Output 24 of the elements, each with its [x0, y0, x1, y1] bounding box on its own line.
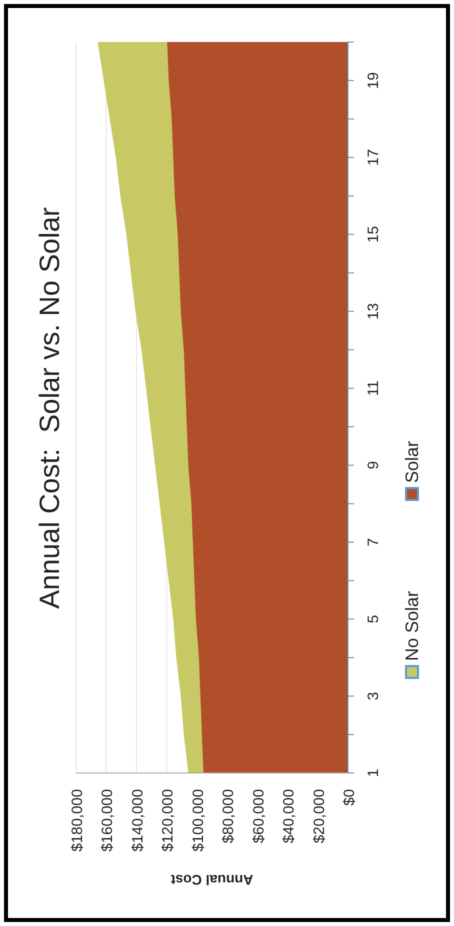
y-tick-label: 5 — [365, 614, 382, 624]
x-tick-label: $40,000 — [280, 789, 298, 844]
y-tick-label: 15 — [365, 226, 382, 243]
x-tick-label: $160,000 — [99, 789, 116, 852]
text: Solar — [402, 440, 422, 483]
y-tick-label: 17 — [365, 149, 382, 166]
x-tick-label: $80,000 — [220, 789, 238, 844]
x-tick-label: $20,000 — [310, 789, 328, 844]
y-tick-label: 7 — [365, 538, 382, 546]
x-tick-label: $60,000 — [250, 789, 268, 844]
x-tick-label: $180,000 — [69, 789, 86, 852]
x-tick-label: $100,000 — [190, 789, 207, 852]
text: No Solar — [402, 591, 422, 662]
x-tick-label: $0 — [341, 789, 358, 806]
y-tick-label: 3 — [365, 692, 382, 700]
y-tick-label: 19 — [365, 72, 382, 89]
text: Annual Cost: Solar vs. No Solar — [33, 206, 66, 611]
y-tick-label: 13 — [365, 302, 382, 320]
x-axis-title: Annual Cost — [170, 871, 254, 890]
y-tick-label: 9 — [365, 461, 382, 470]
x-tick-label: $120,000 — [160, 789, 177, 852]
x-tick-label: $140,000 — [129, 789, 146, 852]
y-tick-label: 1 — [365, 768, 382, 778]
y-tick-label: 11 — [365, 380, 382, 396]
